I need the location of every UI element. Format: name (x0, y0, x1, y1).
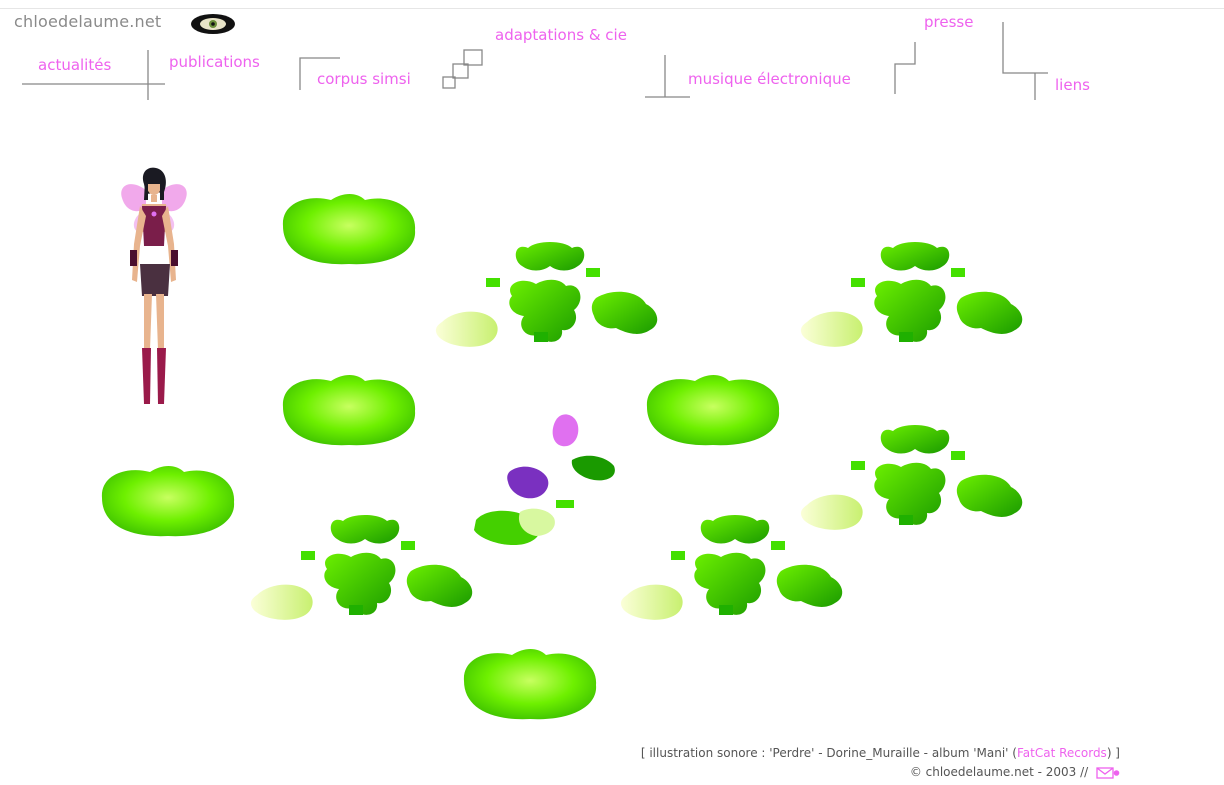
envelope-icon[interactable] (1096, 766, 1120, 779)
illustration-scene (101, 167, 1023, 720)
footer-credit-suffix: ) ] (1106, 746, 1120, 760)
fairy-avatar-icon (121, 167, 187, 404)
footer-credit-prefix: [ illustration sonore : 'Perdre' - Dorin… (640, 746, 1017, 760)
footer-copyright-text: © chloedelaume.net - 2003 // (909, 765, 1092, 779)
green-clover-icon (101, 194, 780, 720)
nav-adaptations[interactable]: adaptations & cie (495, 26, 627, 44)
top-rule (0, 8, 1224, 9)
site-title[interactable]: chloedelaume.net (14, 12, 162, 31)
nav-publications[interactable]: publications (169, 53, 260, 71)
purple-flower-icon (474, 414, 615, 546)
nav-presse[interactable]: presse (924, 13, 974, 31)
eye-logo-icon[interactable] (190, 12, 236, 36)
footer-sound-credit: [ illustration sonore : 'Perdre' - Dorin… (641, 746, 1120, 760)
nav-corpus-simsi[interactable]: corpus simsi (317, 70, 411, 88)
nav-musique-electronique[interactable]: musique électronique (688, 70, 851, 88)
fatcat-records-link[interactable]: FatCat Records (1016, 746, 1107, 760)
nav-liens[interactable]: liens (1055, 76, 1090, 94)
nav-actualites[interactable]: actualités (38, 56, 112, 74)
footer-copyright: © chloedelaume.net - 2003 // (910, 765, 1120, 779)
